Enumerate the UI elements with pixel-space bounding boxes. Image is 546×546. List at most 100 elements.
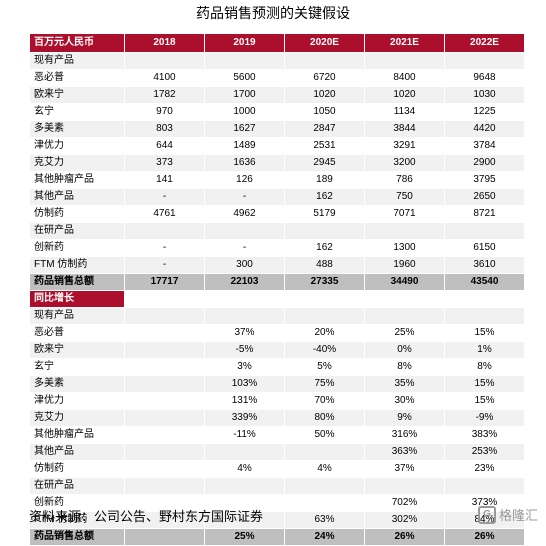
- table-cell: 2531: [284, 137, 365, 155]
- table-row: 津优力 131% 70% 30% 15%: [29, 392, 525, 410]
- table-cell: 1134: [364, 103, 445, 121]
- table-row: 恶必普 37% 20% 25% 15%: [29, 324, 525, 342]
- table-cell: 4761: [124, 205, 205, 223]
- table-cell: 1489: [204, 137, 285, 155]
- table-cell: 702%: [364, 494, 445, 512]
- row-label: 现有产品: [29, 52, 125, 70]
- table-row: 其他产品 363% 253%: [29, 443, 525, 461]
- table-cell: 488: [284, 256, 365, 274]
- table-cell: 5600: [204, 69, 285, 87]
- table-cell: [124, 307, 205, 325]
- table-cell: 22103: [204, 273, 285, 291]
- table-cell: [204, 477, 285, 495]
- table-cell: 103%: [204, 375, 285, 393]
- table-cell: 1636: [204, 154, 285, 172]
- table-cell: [124, 494, 205, 512]
- total-row: 药品销售总额 25% 24% 26% 26%: [29, 528, 525, 546]
- table-cell: [124, 324, 205, 342]
- table-cell: [124, 290, 205, 308]
- table-cell: 970: [124, 103, 205, 121]
- table-row: 其他肿瘤产品 -11% 50% 316% 383%: [29, 426, 525, 444]
- table-cell: 4100: [124, 69, 205, 87]
- row-label: 津优力: [29, 392, 125, 410]
- table-cell: 141: [124, 171, 205, 189]
- table-cell: [284, 52, 365, 70]
- table-cell: [124, 392, 205, 410]
- row-label: 多美素: [29, 120, 125, 138]
- table-row: 玄宁 3% 5% 8% 8%: [29, 358, 525, 376]
- row-label: 其他产品: [29, 443, 125, 461]
- table-cell: 1%: [444, 341, 525, 359]
- table-cell: 339%: [204, 409, 285, 427]
- gelonghui-logo-icon: G: [477, 505, 496, 524]
- table-row: 津优力 644 1489 2531 3291 3784: [29, 137, 525, 155]
- table-cell: 34490: [364, 273, 445, 291]
- row-label: 玄宁: [29, 103, 125, 121]
- table-cell: 8%: [364, 358, 445, 376]
- table-row: 多美素 803 1627 2847 3844 4420: [29, 120, 525, 138]
- table-cell: 363%: [364, 443, 445, 461]
- table-cell: 3844: [364, 120, 445, 138]
- table-cell: [124, 375, 205, 393]
- row-label: 津优力: [29, 137, 125, 155]
- table-cell: 26%: [444, 528, 525, 546]
- table-cell: 3795: [444, 171, 525, 189]
- table-cell: -11%: [204, 426, 285, 444]
- table-cell: 37%: [364, 460, 445, 478]
- table-cell: 23%: [444, 460, 525, 478]
- row-label: 玄宁: [29, 358, 125, 376]
- table-cell: 1050: [284, 103, 365, 121]
- table-cell: 27335: [284, 273, 365, 291]
- row-label: 同比增长: [29, 290, 125, 308]
- table-cell: 1300: [364, 239, 445, 257]
- table-cell: 80%: [284, 409, 365, 427]
- table-cell: 4420: [444, 120, 525, 138]
- table-row: 创新药 702% 373%: [29, 494, 525, 512]
- table-cell: [284, 222, 365, 240]
- table-cell: -: [204, 188, 285, 206]
- table-cell: 131%: [204, 392, 285, 410]
- table-cell: [284, 443, 365, 461]
- watermark: G 格隆汇: [477, 505, 538, 524]
- table-cell: 1020: [364, 86, 445, 104]
- table-cell: 25%: [364, 324, 445, 342]
- section-row: 现有产品: [29, 307, 525, 325]
- row-label: 药品销售总额: [29, 273, 125, 291]
- table-cell: 15%: [444, 324, 525, 342]
- row-label: 其他肿瘤产品: [29, 171, 125, 189]
- table-cell: [204, 494, 285, 512]
- table-cell: 2650: [444, 188, 525, 206]
- row-label: 在研产品: [29, 222, 125, 240]
- table-cell: 1225: [444, 103, 525, 121]
- table-cell: 126: [204, 171, 285, 189]
- table-cell: 2018: [124, 33, 205, 53]
- table-cell: 383%: [444, 426, 525, 444]
- table-row: 仿制药 4% 4% 37% 23%: [29, 460, 525, 478]
- table-cell: 1020: [284, 86, 365, 104]
- table-cell: [124, 409, 205, 427]
- row-label: 克艾力: [29, 154, 125, 172]
- table-row: 玄宁 970 1000 1050 1134 1225: [29, 103, 525, 121]
- row-label: 多美素: [29, 375, 125, 393]
- table-cell: [444, 307, 525, 325]
- table-row: FTM 仿制药 -300 488 1960 3610: [29, 256, 525, 274]
- table-cell: 25%: [204, 528, 285, 546]
- row-label: 百万元人民币: [29, 33, 125, 53]
- table-row: 克艾力 339% 80% 9% -9%: [29, 409, 525, 427]
- table-row: 其他产品 - -162 750 2650: [29, 188, 525, 206]
- table-cell: 316%: [364, 426, 445, 444]
- table-cell: 43540: [444, 273, 525, 291]
- table-cell: [444, 52, 525, 70]
- table-cell: [124, 528, 205, 546]
- row-label: 创新药: [29, 239, 125, 257]
- table-cell: -5%: [204, 341, 285, 359]
- table-cell: 4%: [204, 460, 285, 478]
- table-cell: 3%: [204, 358, 285, 376]
- table-cell: [124, 460, 205, 478]
- table-cell: 2022E: [444, 33, 525, 53]
- row-label: 欧来宁: [29, 86, 125, 104]
- growth-header-row: 同比增长: [29, 290, 525, 308]
- table-cell: 84%: [444, 511, 525, 529]
- table-cell: 5179: [284, 205, 365, 223]
- table-cell: [444, 290, 525, 308]
